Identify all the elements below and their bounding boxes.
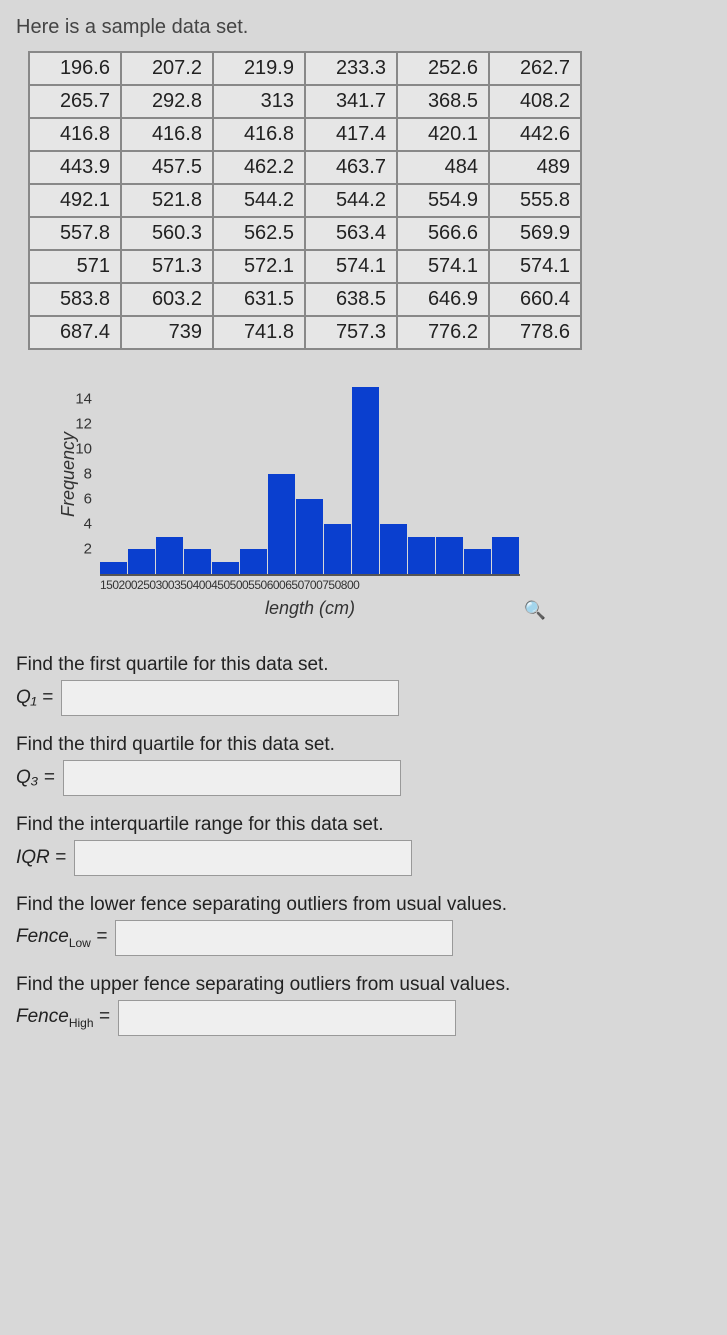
histogram-bar <box>212 562 239 575</box>
table-cell: 416.8 <box>29 118 121 151</box>
histogram-bar <box>352 387 379 575</box>
histogram-bar <box>408 537 435 575</box>
histogram-bar <box>380 524 407 574</box>
table-cell: 574.1 <box>397 250 489 283</box>
table-cell: 443.9 <box>29 151 121 184</box>
table-cell: 484 <box>397 151 489 184</box>
histogram-bar <box>240 549 267 574</box>
table-cell: 416.8 <box>121 118 213 151</box>
table-cell: 571 <box>29 250 121 283</box>
histogram-bar <box>184 549 211 574</box>
histogram-bar <box>128 549 155 574</box>
iqr-label: IQR = <box>16 847 66 869</box>
table-cell: 631.5 <box>213 283 305 316</box>
table-cell: 462.2 <box>213 151 305 184</box>
histogram-bar <box>436 537 463 575</box>
table-cell: 544.2 <box>305 184 397 217</box>
table-cell: 219.9 <box>213 52 305 85</box>
chart-plot-area <box>100 374 520 576</box>
table-cell: 741.8 <box>213 316 305 349</box>
table-cell: 574.1 <box>305 250 397 283</box>
table-cell: 566.6 <box>397 217 489 250</box>
table-cell: 776.2 <box>397 316 489 349</box>
histogram-bar <box>492 537 519 575</box>
table-cell: 408.2 <box>489 85 581 118</box>
table-cell: 560.3 <box>121 217 213 250</box>
y-tick: 14 <box>75 391 92 408</box>
question-upper-fence: Find the upper fence separating outliers… <box>16 974 711 996</box>
y-ticks: 2 4 6 8 10 12 14 <box>66 374 96 574</box>
table-cell: 489 <box>489 151 581 184</box>
table-cell: 416.8 <box>213 118 305 151</box>
upper-fence-input[interactable] <box>118 1000 456 1036</box>
y-tick: 12 <box>75 416 92 433</box>
table-cell: 233.3 <box>305 52 397 85</box>
histogram-bar <box>324 524 351 574</box>
table-cell: 660.4 <box>489 283 581 316</box>
x-axis-label: length (cm) <box>100 598 520 619</box>
table-cell: 463.7 <box>305 151 397 184</box>
y-tick: 4 <box>84 516 92 533</box>
question-q1: Find the first quartile for this data se… <box>16 654 711 676</box>
table-cell: 252.6 <box>397 52 489 85</box>
table-cell: 417.4 <box>305 118 397 151</box>
iqr-input[interactable] <box>74 840 412 876</box>
table-cell: 492.1 <box>29 184 121 217</box>
q1-label: Q₁ = <box>16 687 53 709</box>
histogram-bar <box>100 562 127 575</box>
table-cell: 687.4 <box>29 316 121 349</box>
table-cell: 207.2 <box>121 52 213 85</box>
table-cell: 196.6 <box>29 52 121 85</box>
table-cell: 574.1 <box>489 250 581 283</box>
y-tick: 6 <box>84 491 92 508</box>
table-cell: 557.8 <box>29 217 121 250</box>
upper-fence-label: FenceHigh = <box>16 1006 110 1030</box>
table-cell: 583.8 <box>29 283 121 316</box>
table-cell: 638.5 <box>305 283 397 316</box>
table-cell: 563.4 <box>305 217 397 250</box>
question-iqr: Find the interquartile range for this da… <box>16 814 711 836</box>
table-cell: 292.8 <box>121 85 213 118</box>
histogram-bar <box>296 499 323 574</box>
data-table: 196.6207.2219.9233.3252.6262.7 265.7292.8… <box>28 51 582 350</box>
q3-label: Q₃ = <box>16 767 55 789</box>
y-tick: 2 <box>84 541 92 558</box>
table-cell: 341.7 <box>305 85 397 118</box>
table-cell: 555.8 <box>489 184 581 217</box>
table-cell: 544.2 <box>213 184 305 217</box>
q3-input[interactable] <box>63 760 401 796</box>
table-cell: 603.2 <box>121 283 213 316</box>
table-cell: 313 <box>213 85 305 118</box>
table-cell: 569.9 <box>489 217 581 250</box>
table-cell: 265.7 <box>29 85 121 118</box>
q1-input[interactable] <box>61 680 399 716</box>
histogram-bar <box>268 474 295 574</box>
table-cell: 757.3 <box>305 316 397 349</box>
histogram-bar <box>156 537 183 575</box>
table-cell: 572.1 <box>213 250 305 283</box>
table-cell: 571.3 <box>121 250 213 283</box>
y-tick: 10 <box>75 441 92 458</box>
table-cell: 262.7 <box>489 52 581 85</box>
histogram-chart: Frequency 2468101214 1502002503003504004… <box>56 374 536 634</box>
table-cell: 442.6 <box>489 118 581 151</box>
table-cell: 739 <box>121 316 213 349</box>
table-cell: 562.5 <box>213 217 305 250</box>
question-lower-fence: Find the lower fence separating outliers… <box>16 894 711 916</box>
table-cell: 457.5 <box>121 151 213 184</box>
histogram-bar <box>464 549 491 574</box>
x-axis-ticks: 1502002503003504004505005506006507007508… <box>100 578 520 592</box>
table-cell: 778.6 <box>489 316 581 349</box>
table-cell: 521.8 <box>121 184 213 217</box>
table-cell: 420.1 <box>397 118 489 151</box>
y-tick: 8 <box>84 466 92 483</box>
lower-fence-input[interactable] <box>115 920 453 956</box>
lower-fence-label: FenceLow = <box>16 926 107 950</box>
question-q3: Find the third quartile for this data se… <box>16 734 711 756</box>
table-cell: 646.9 <box>397 283 489 316</box>
table-cell: 554.9 <box>397 184 489 217</box>
magnify-icon[interactable]: 🔍 <box>524 600 546 621</box>
table-cell: 368.5 <box>397 85 489 118</box>
intro-text: Here is a sample data set. <box>16 16 711 39</box>
